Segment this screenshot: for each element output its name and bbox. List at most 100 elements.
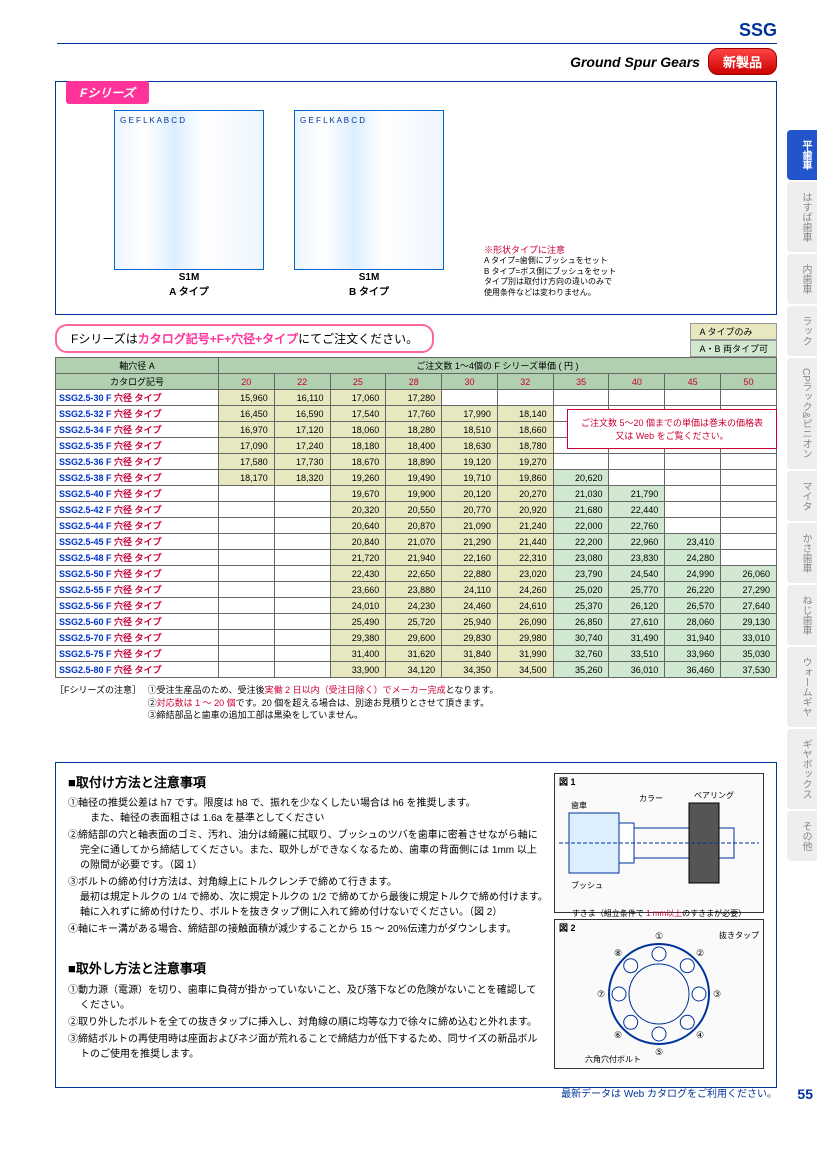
price-cell: 24,110 (442, 582, 498, 598)
catalog-cell: SSG2.5-70 F 穴径 タイプ (56, 630, 219, 646)
install-list: ①軸径の推奨公差は h7 です。限度は h8 で、振れを少なくしたい場合は h6… (68, 796, 544, 937)
price-cell: 27,640 (721, 598, 777, 614)
price-cell (274, 582, 330, 598)
side-tab[interactable]: ウォームギヤ (787, 647, 817, 727)
price-cell: 19,710 (442, 470, 498, 486)
side-tab[interactable]: 平歯車 (787, 130, 817, 180)
order-highlight: カタログ記号+F+穴径+タイプ (138, 332, 298, 346)
price-cell (442, 390, 498, 406)
price-cell (665, 518, 721, 534)
price-cell (218, 598, 274, 614)
qty-col: 25 (330, 374, 386, 390)
fig1-diagram: 歯車 カラー ベアリング ブッシュ (559, 778, 759, 908)
price-cell (274, 646, 330, 662)
price-cell: 26,850 (553, 614, 609, 630)
diagram-b-labels: G E F L K A B C D (300, 116, 365, 125)
install-item: ③ボルトの締め付け方法は、対角線上にトルクレンチで締めて行きます。 最初は規定ト… (68, 875, 544, 920)
price-cell (274, 566, 330, 582)
price-cell (218, 550, 274, 566)
price-cell (218, 486, 274, 502)
price-cell: 26,220 (665, 582, 721, 598)
price-cell: 19,670 (330, 486, 386, 502)
order-suffix: にてご注文ください。 (298, 332, 418, 346)
catalog-cell: SSG2.5-50 F 穴径 タイプ (56, 566, 219, 582)
price-cell: 34,350 (442, 662, 498, 678)
price-cell: 16,970 (218, 422, 274, 438)
side-tab[interactable]: CPラック&ピニオン (787, 358, 817, 469)
price-cell (553, 454, 609, 470)
price-cell: 19,120 (442, 454, 498, 470)
catalog-cell: SSG2.5-40 F 穴径 タイプ (56, 486, 219, 502)
catalog-cell: SSG2.5-30 F 穴径 タイプ (56, 390, 219, 406)
qty-col: 35 (553, 374, 609, 390)
price-cell (274, 598, 330, 614)
price-cell: 24,230 (386, 598, 442, 614)
price-cell: 36,460 (665, 662, 721, 678)
price-cell: 16,590 (274, 406, 330, 422)
f-series-tab: Fシリーズ (66, 81, 149, 104)
fig2-label: 図 2 (559, 922, 576, 936)
svg-text:⑧: ⑧ (614, 948, 622, 958)
notes-label: ［Fシリーズの注意］ (55, 684, 141, 697)
qty-col: 50 (721, 374, 777, 390)
badge-a-only: A タイプのみ (690, 323, 777, 340)
price-cell: 32,760 (553, 646, 609, 662)
shape-note: ※形状タイプに注意 A タイプ=歯側にブッシュをセット B タイプ=ボス側にブッ… (484, 243, 616, 298)
catalog-cell: SSG2.5-80 F 穴径 タイプ (56, 662, 219, 678)
side-tab[interactable]: その他 (787, 811, 817, 861)
side-tab[interactable]: 内歯車 (787, 254, 817, 304)
price-cell (665, 454, 721, 470)
catalog-cell: SSG2.5-34 F 穴径 タイプ (56, 422, 219, 438)
ssg-code: SSG (57, 20, 777, 44)
price-cell: 29,380 (330, 630, 386, 646)
diagram-a-label: S1M A タイプ (114, 272, 264, 298)
price-cell: 34,120 (386, 662, 442, 678)
price-cell: 33,510 (609, 646, 665, 662)
price-cell: 20,920 (497, 502, 553, 518)
side-tab[interactable]: ギヤボックス (787, 729, 817, 809)
price-cell: 29,980 (497, 630, 553, 646)
side-tab[interactable]: マイタ (787, 471, 817, 521)
price-cell: 33,900 (330, 662, 386, 678)
remove-item: ②取り外したボルトを全ての抜きタップに挿入し、対角線の順に均等な力で徐々に締め込… (68, 1015, 544, 1030)
side-tab[interactable]: はすば歯車 (787, 182, 817, 252)
price-cell (218, 502, 274, 518)
install-item: ④軸にキー溝がある場合、締結部の接触面積が減少することから 15 ～ 20%伝達… (68, 922, 544, 937)
catalog-cell: SSG2.5-45 F 穴径 タイプ (56, 534, 219, 550)
qty-col: 20 (218, 374, 274, 390)
note-item: ③締結部品と歯車の追加工部は黒染をしていません。 (148, 709, 499, 722)
price-cell (218, 518, 274, 534)
catalog-cell: SSG2.5-55 F 穴径 タイプ (56, 582, 219, 598)
side-tab[interactable]: ねじ歯車 (787, 585, 817, 645)
footer-text: 最新データは Web カタログをご利用ください。 (561, 1085, 777, 1100)
price-cell: 23,020 (497, 566, 553, 582)
price-cell: 23,080 (553, 550, 609, 566)
price-cell: 18,180 (330, 438, 386, 454)
catalog-cell: SSG2.5-35 F 穴径 タイプ (56, 438, 219, 454)
side-tabs: 平歯車はすば歯車内歯車ラックCPラック&ピニオンマイタかさ歯車ねじ歯車ウォームギ… (787, 130, 817, 861)
svg-text:⑤: ⑤ (655, 1047, 663, 1057)
price-cell (609, 454, 665, 470)
price-cell: 21,290 (442, 534, 498, 550)
price-cell: 25,770 (609, 582, 665, 598)
price-cell: 20,550 (386, 502, 442, 518)
axis-header: 軸穴径 A (56, 358, 219, 374)
side-tab[interactable]: かさ歯車 (787, 523, 817, 583)
price-cell (274, 630, 330, 646)
price-cell: 24,540 (609, 566, 665, 582)
catalog-cell: SSG2.5-42 F 穴径 タイプ (56, 502, 219, 518)
svg-text:②: ② (696, 948, 704, 958)
price-cell: 21,790 (609, 486, 665, 502)
price-cell: 22,880 (442, 566, 498, 582)
price-cell (218, 582, 274, 598)
price-cell: 17,760 (386, 406, 442, 422)
side-tab[interactable]: ラック (787, 306, 817, 356)
price-cell (218, 534, 274, 550)
page-number: 55 (797, 1086, 813, 1102)
fig2-diagram: ①②③④⑤⑥⑦⑧ (559, 924, 759, 1064)
price-cell (218, 566, 274, 582)
price-cell (721, 550, 777, 566)
order-instruction: Fシリーズはカタログ記号+F+穴径+タイプにてご注文ください。 (55, 324, 434, 353)
price-cell: 19,270 (497, 454, 553, 470)
qty-col: 32 (497, 374, 553, 390)
